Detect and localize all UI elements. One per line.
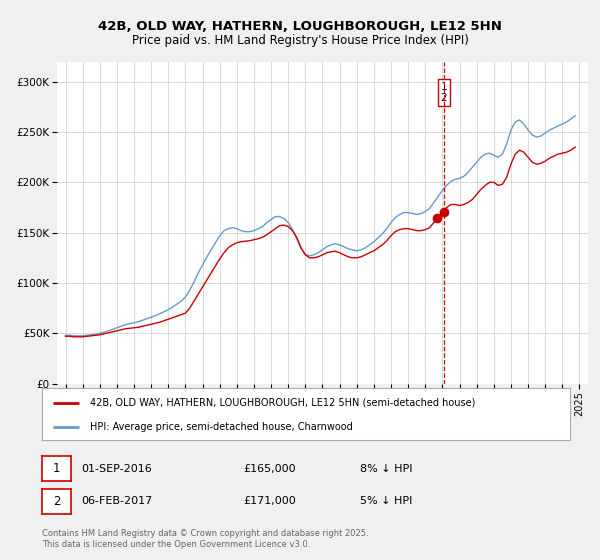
- Text: 42B, OLD WAY, HATHERN, LOUGHBOROUGH, LE12 5HN (semi-detached house): 42B, OLD WAY, HATHERN, LOUGHBOROUGH, LE1…: [89, 398, 475, 408]
- Text: 2: 2: [53, 494, 60, 508]
- Text: 1
2: 1 2: [440, 82, 447, 104]
- Text: £165,000: £165,000: [243, 464, 296, 474]
- Text: 42B, OLD WAY, HATHERN, LOUGHBOROUGH, LE12 5HN: 42B, OLD WAY, HATHERN, LOUGHBOROUGH, LE1…: [98, 20, 502, 32]
- Text: Price paid vs. HM Land Registry's House Price Index (HPI): Price paid vs. HM Land Registry's House …: [131, 34, 469, 46]
- Text: 1: 1: [53, 462, 60, 475]
- Text: 01-SEP-2016: 01-SEP-2016: [81, 464, 152, 474]
- Text: Contains HM Land Registry data © Crown copyright and database right 2025.
This d: Contains HM Land Registry data © Crown c…: [42, 529, 368, 549]
- Text: HPI: Average price, semi-detached house, Charnwood: HPI: Average price, semi-detached house,…: [89, 422, 352, 432]
- Text: 8% ↓ HPI: 8% ↓ HPI: [360, 464, 413, 474]
- Text: 5% ↓ HPI: 5% ↓ HPI: [360, 496, 412, 506]
- Text: 06-FEB-2017: 06-FEB-2017: [81, 496, 152, 506]
- Text: £171,000: £171,000: [243, 496, 296, 506]
